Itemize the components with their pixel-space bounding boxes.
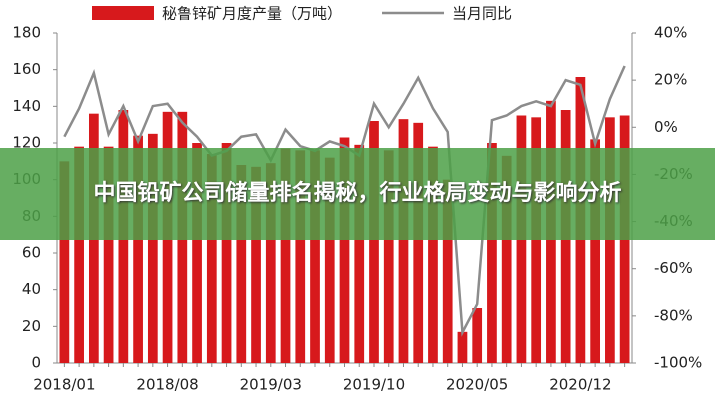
bar	[192, 143, 202, 363]
x-tick-label: 2020/05	[446, 376, 508, 394]
x-tick-label: 2019/10	[343, 376, 405, 394]
bar	[59, 161, 70, 363]
bar	[221, 143, 232, 363]
bar	[428, 146, 438, 363]
bar	[206, 154, 217, 363]
x-tick-label: 2020/12	[549, 376, 611, 394]
bar	[354, 144, 365, 363]
y2-tick-label: -60%	[654, 259, 693, 277]
y-tick-label: 180	[12, 24, 41, 42]
line	[63, 65, 626, 337]
bar	[310, 150, 320, 363]
y2-tick-label: 20%	[654, 71, 687, 89]
legend-label: 秘鲁锌矿月度产量（万吨）	[162, 5, 342, 23]
x-tick-label: 2019/03	[240, 376, 302, 394]
bar	[295, 150, 306, 363]
y2-tick-label: -80%	[654, 306, 693, 324]
bar	[265, 163, 276, 363]
bar	[133, 135, 143, 363]
bar	[501, 155, 512, 363]
bar	[74, 146, 84, 363]
y-tick-label: 0	[31, 354, 41, 372]
bar	[103, 146, 114, 363]
bar	[324, 157, 335, 363]
bar	[413, 122, 424, 363]
bar	[369, 121, 379, 363]
y-tick-label: 40	[22, 280, 41, 298]
bar	[280, 148, 291, 363]
legend-label: 当月同比	[452, 5, 512, 23]
y-tick-label: 120	[12, 134, 41, 152]
bar	[590, 139, 601, 363]
bar	[251, 166, 261, 363]
legend-swatch	[92, 6, 154, 20]
bar	[442, 179, 453, 363]
x-tick-label: 2018/01	[33, 376, 95, 394]
y2-tick-label: 40%	[654, 24, 687, 42]
bar	[383, 150, 394, 363]
bar	[472, 308, 483, 363]
y-tick-label: 60	[22, 244, 41, 262]
bar	[605, 117, 615, 363]
y2-tick-label: 0%	[654, 118, 678, 136]
bar	[147, 133, 158, 363]
banner-title: 中国铅矿公司储量排名揭秘，行业格局变动与影响分析	[93, 181, 622, 206]
bar	[487, 143, 497, 363]
y-tick-label: 160	[12, 60, 41, 78]
bar	[531, 117, 542, 363]
y-tick-label: 20	[22, 317, 41, 335]
bar	[457, 331, 468, 363]
bar	[236, 165, 247, 363]
bar	[398, 119, 409, 364]
banner: 中国铅矿公司储量排名揭秘，行业格局变动与影响分析	[0, 148, 715, 240]
y2-tick-label: -100%	[654, 354, 702, 372]
bar	[339, 137, 350, 363]
x-tick-label: 2018/08	[136, 376, 198, 394]
y-tick-label: 140	[12, 97, 41, 115]
